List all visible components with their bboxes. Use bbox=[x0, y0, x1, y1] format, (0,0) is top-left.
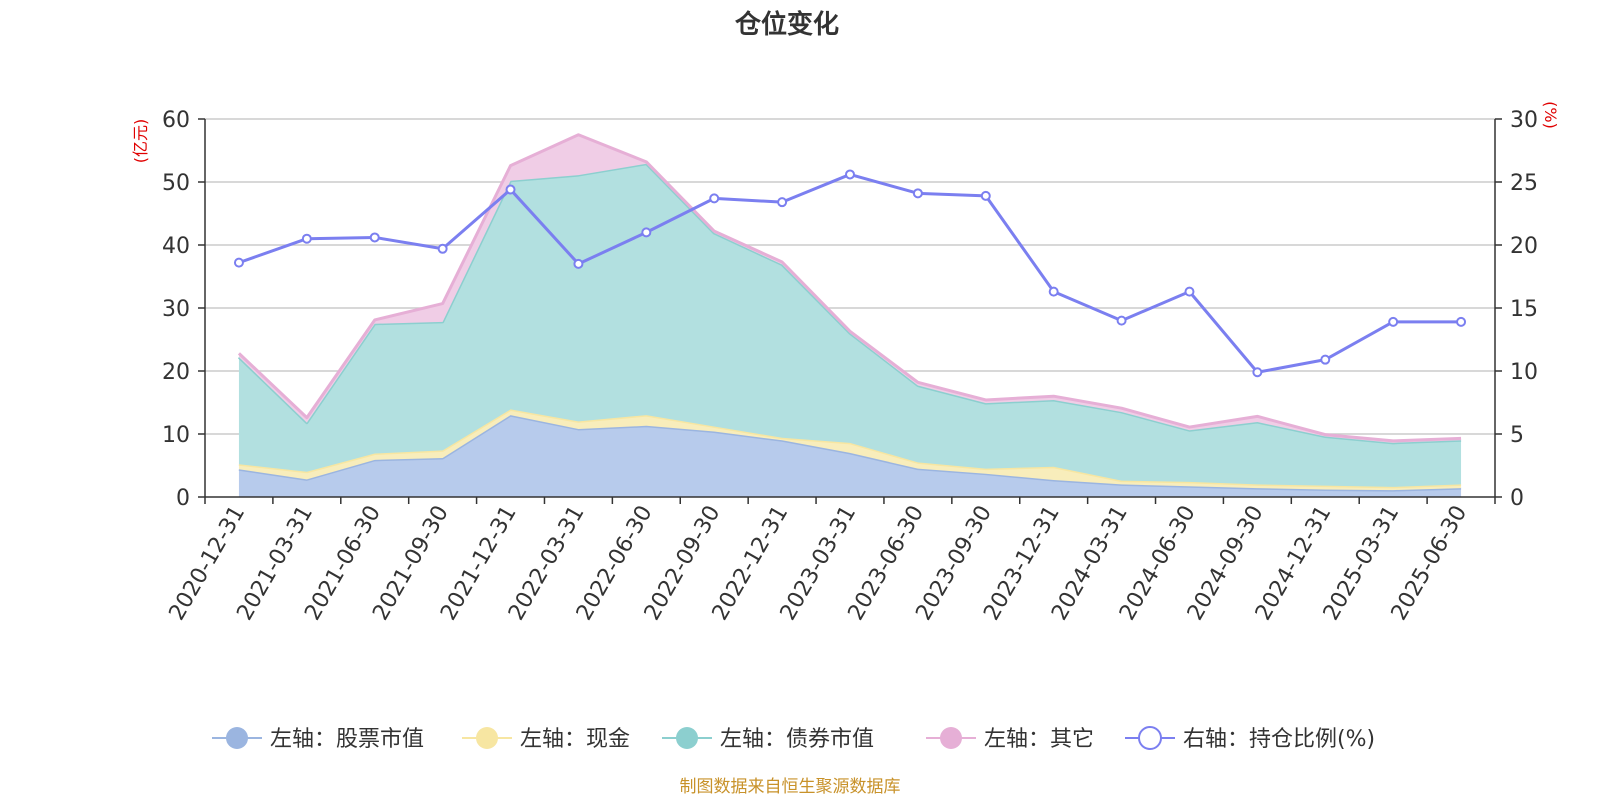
ratio-point bbox=[1048, 286, 1059, 297]
legend-label: 右轴：持仓比例(%) bbox=[1183, 727, 1375, 752]
right-axis-tick-label: 30 bbox=[1510, 108, 1538, 133]
ratio-point bbox=[1320, 354, 1331, 365]
legend-marker bbox=[226, 727, 248, 749]
right-axis-tick-label: 15 bbox=[1510, 297, 1538, 322]
right-axis-tick-label: 5 bbox=[1510, 423, 1524, 448]
legend-label: 左轴：现金 bbox=[520, 727, 630, 752]
legend-marker bbox=[476, 727, 498, 749]
right-axis-tick-label: 25 bbox=[1510, 171, 1538, 196]
left-axis-tick-label: 60 bbox=[162, 108, 190, 133]
ratio-point bbox=[1252, 367, 1263, 378]
area-band bbox=[238, 415, 1462, 497]
legend-marker bbox=[940, 727, 962, 749]
ratio-point bbox=[1116, 315, 1127, 326]
right-axis-unit: (%) bbox=[1541, 101, 1560, 129]
left-axis-unit: (亿元) bbox=[131, 119, 150, 164]
ratio-point bbox=[437, 243, 448, 254]
ratio-point bbox=[1184, 286, 1195, 297]
ratio-point bbox=[301, 233, 312, 244]
left-axis-tick-label: 10 bbox=[162, 423, 190, 448]
ratio-point bbox=[777, 197, 788, 208]
data-source-note: 制图数据来自恒生聚源数据库 bbox=[680, 777, 901, 797]
ratio-point bbox=[1456, 316, 1467, 327]
right-axis-tick-label: 0 bbox=[1510, 486, 1524, 511]
right-axis-tick-label: 10 bbox=[1510, 360, 1538, 385]
ratio-point bbox=[641, 227, 652, 238]
right-axis-tick-label: 20 bbox=[1510, 234, 1538, 259]
left-axis-tick-label: 30 bbox=[162, 297, 190, 322]
legend: 左轴：股票市值 左轴：现金 左轴：债券市值 左轴：其它 右轴：持仓比例(%) bbox=[212, 726, 1375, 752]
ratio-point bbox=[233, 257, 244, 268]
legend-marker bbox=[1138, 726, 1162, 750]
legend-label: 左轴：其它 bbox=[984, 727, 1094, 752]
stacked-areas bbox=[237, 133, 1462, 497]
ratio-point bbox=[980, 190, 991, 201]
ratio-point bbox=[709, 193, 720, 204]
legend-label: 左轴：债券市值 bbox=[720, 727, 874, 752]
left-axis-tick-label: 40 bbox=[162, 234, 190, 259]
legend-label: 左轴：股票市值 bbox=[270, 727, 424, 752]
chart-title: 仓位变化 bbox=[734, 9, 839, 40]
ratio-point bbox=[369, 232, 380, 243]
ratio-point bbox=[912, 188, 923, 199]
ratio-point bbox=[1388, 316, 1399, 327]
area-band bbox=[238, 409, 1462, 491]
ratio-point bbox=[845, 169, 855, 180]
left-axis-tick-label: 20 bbox=[162, 360, 190, 385]
ratio-point bbox=[505, 184, 516, 195]
area-top-line bbox=[237, 133, 1462, 443]
left-axis-tick-label: 0 bbox=[176, 486, 190, 511]
legend-marker bbox=[676, 727, 698, 749]
left-axis-tick-label: 50 bbox=[162, 171, 190, 196]
ratio-line-series bbox=[233, 169, 1467, 378]
area-band bbox=[238, 163, 1462, 487]
ratio-point bbox=[573, 258, 584, 269]
